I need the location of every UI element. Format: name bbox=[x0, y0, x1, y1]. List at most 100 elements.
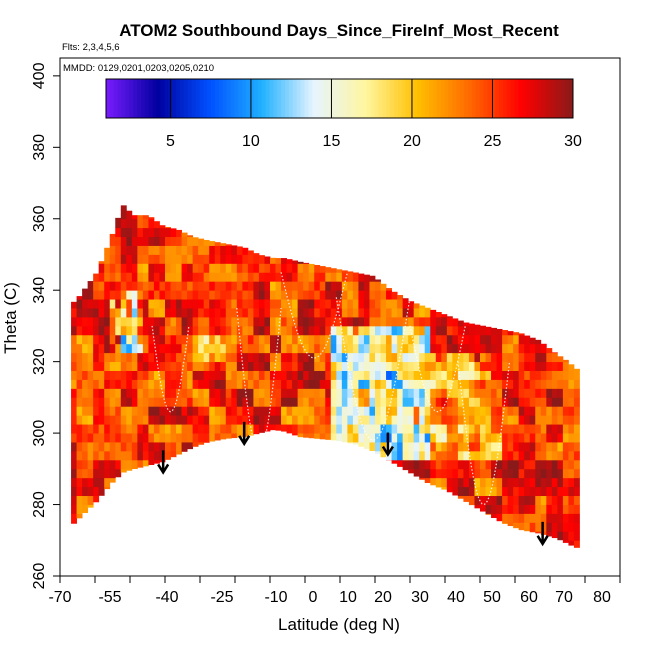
heatmap-cell bbox=[253, 254, 260, 264]
heatmap-cell bbox=[93, 415, 100, 425]
heatmap-cell bbox=[369, 343, 376, 354]
heatmap-cell bbox=[308, 290, 315, 300]
heatmap-cell bbox=[485, 334, 492, 345]
heatmap-cell bbox=[535, 370, 542, 380]
heatmap-cell bbox=[336, 343, 343, 354]
heatmap-cell bbox=[369, 275, 376, 282]
heatmap-cell bbox=[557, 397, 564, 407]
heatmap-cell bbox=[375, 370, 381, 380]
heatmap-cell bbox=[468, 486, 475, 497]
heatmap-cell bbox=[518, 333, 525, 336]
heatmap-cell bbox=[236, 424, 243, 434]
heatmap-cell bbox=[452, 468, 459, 479]
colorbar-segment bbox=[487, 79, 492, 118]
heatmap-cell bbox=[325, 388, 332, 398]
heatmap-cell bbox=[485, 352, 492, 363]
heatmap-cell bbox=[303, 272, 310, 282]
heatmap-cell bbox=[236, 254, 243, 264]
heatmap-cell bbox=[214, 334, 221, 345]
heatmap-cell bbox=[286, 259, 293, 264]
colorbar-segment bbox=[405, 79, 411, 118]
heatmap-cell bbox=[529, 361, 536, 371]
heatmap-cell bbox=[319, 424, 326, 434]
heatmap-cell bbox=[568, 442, 575, 452]
heatmap-cell bbox=[297, 308, 304, 318]
heatmap-cell bbox=[391, 317, 398, 327]
heatmap-cell bbox=[303, 308, 310, 318]
colorbar-segment bbox=[347, 79, 352, 118]
heatmap-cell bbox=[131, 227, 138, 238]
heatmap-cell bbox=[573, 459, 580, 470]
heatmap-cell bbox=[518, 442, 525, 452]
heatmap-cell bbox=[231, 343, 238, 354]
heatmap-cell bbox=[225, 290, 232, 300]
heatmap-cell bbox=[507, 331, 514, 336]
heatmap-cell bbox=[369, 406, 376, 416]
heatmap-cell bbox=[104, 406, 111, 416]
heatmap-cell bbox=[314, 415, 321, 425]
heatmap-cell bbox=[468, 325, 475, 336]
heatmap-cell bbox=[104, 281, 111, 291]
heatmap-cell bbox=[540, 450, 547, 461]
heatmap-cell bbox=[375, 279, 381, 282]
heatmap-cell bbox=[380, 317, 387, 327]
heatmap-cell bbox=[187, 290, 194, 300]
heatmap-cell bbox=[430, 406, 437, 416]
heatmap-cell bbox=[568, 486, 575, 497]
heatmap-cell bbox=[148, 343, 155, 354]
heatmap-cell bbox=[93, 308, 100, 318]
heatmap-cell bbox=[247, 254, 254, 264]
heatmap-cell bbox=[137, 236, 144, 246]
heatmap-cell bbox=[540, 486, 547, 497]
heatmap-cell bbox=[176, 397, 182, 407]
heatmap-cell bbox=[463, 325, 470, 336]
heatmap-cell bbox=[446, 379, 453, 389]
heatmap-cell bbox=[419, 397, 426, 407]
heatmap-cell bbox=[297, 352, 304, 363]
heatmap-cell bbox=[192, 388, 199, 398]
heatmap-cell bbox=[507, 397, 514, 407]
heatmap-cell bbox=[93, 370, 100, 380]
heatmap-cell bbox=[148, 218, 155, 229]
heatmap-cell bbox=[104, 468, 111, 479]
heatmap-cell bbox=[170, 433, 177, 443]
heatmap-cell bbox=[231, 424, 238, 434]
heatmap-cell bbox=[496, 343, 503, 354]
heatmap-cell bbox=[104, 343, 111, 354]
heatmap-cell bbox=[573, 450, 580, 461]
heatmap-cell bbox=[281, 317, 287, 327]
heatmap-cell bbox=[518, 406, 525, 416]
colorbar-segment bbox=[506, 79, 512, 118]
heatmap-cell bbox=[242, 247, 249, 255]
heatmap-cell bbox=[551, 504, 558, 514]
heatmap-cell bbox=[236, 388, 243, 398]
heatmap-cell bbox=[524, 504, 531, 514]
heatmap-cell bbox=[93, 299, 100, 309]
heatmap-cell bbox=[336, 424, 343, 434]
heatmap-cell bbox=[341, 317, 348, 327]
heatmap-cell bbox=[457, 433, 464, 443]
heatmap-cell bbox=[319, 281, 326, 291]
heatmap-cell bbox=[480, 361, 486, 371]
heatmap-cell bbox=[480, 397, 486, 407]
heatmap-cell bbox=[71, 433, 77, 443]
heatmap-cell bbox=[446, 486, 453, 493]
heatmap-cell bbox=[535, 442, 542, 452]
heatmap-cell bbox=[386, 308, 392, 318]
heatmap-cell bbox=[137, 325, 144, 336]
heatmap-cell bbox=[435, 325, 442, 336]
heatmap-cell bbox=[518, 361, 525, 371]
heatmap-cell bbox=[314, 308, 321, 318]
heatmap-cell bbox=[546, 468, 553, 479]
colorbar-segment bbox=[417, 79, 422, 118]
heatmap-cell bbox=[557, 361, 564, 371]
heatmap-cell bbox=[247, 308, 254, 318]
heatmap-cell bbox=[336, 415, 343, 425]
heatmap-cell bbox=[303, 406, 310, 416]
heatmap-cell bbox=[93, 433, 100, 443]
heatmap-cell bbox=[430, 433, 437, 443]
heatmap-cell bbox=[181, 388, 188, 398]
heatmap-cell bbox=[424, 406, 431, 416]
colorbar-segment bbox=[117, 79, 123, 118]
colorbar-segment bbox=[300, 79, 305, 118]
